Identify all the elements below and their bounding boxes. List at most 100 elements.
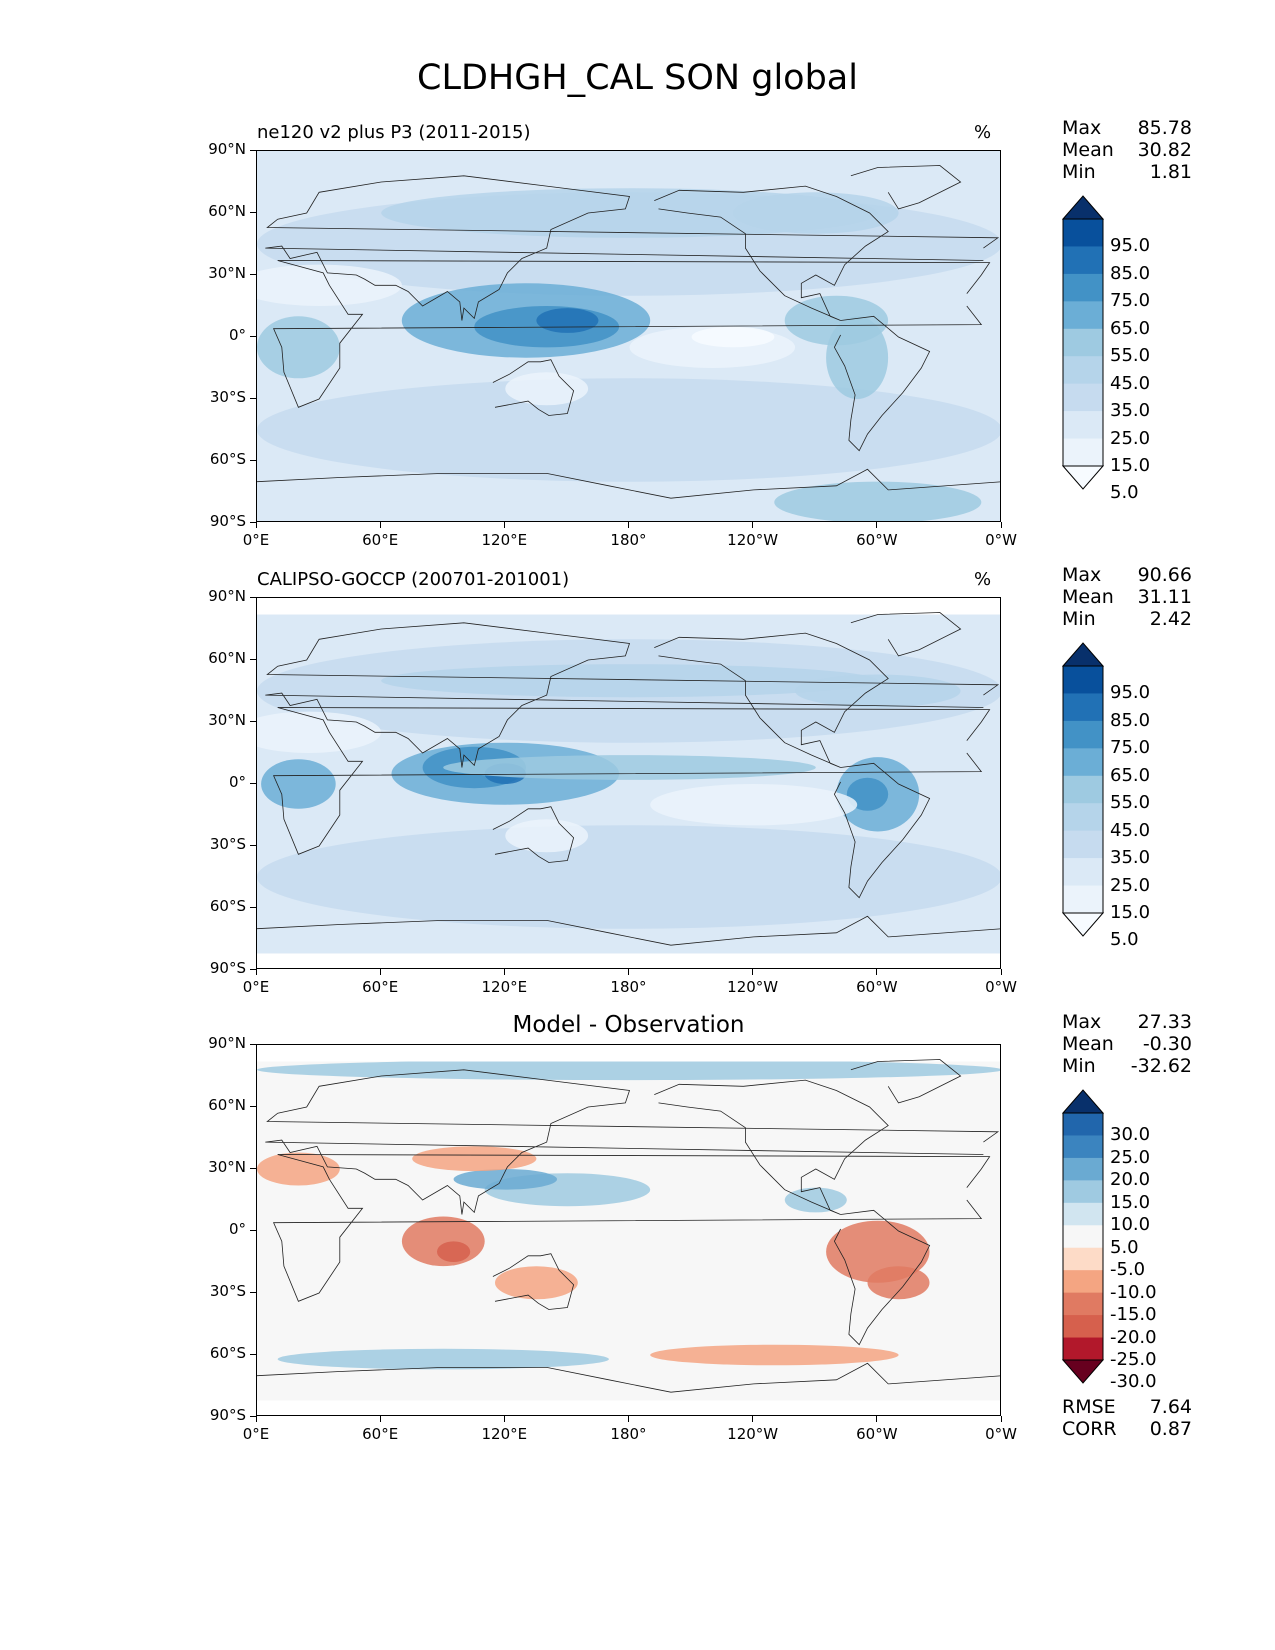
y-tick xyxy=(250,459,256,461)
x-tick-label: 120°W xyxy=(727,1425,779,1443)
coastline-antarctic xyxy=(257,468,1000,499)
colorbar-label: 30.0 xyxy=(1110,1124,1151,1146)
x-tick xyxy=(503,969,505,975)
y-tick-label: 90°S xyxy=(209,512,246,530)
colorbar-swatch xyxy=(1063,1202,1103,1226)
colorbar-swatch xyxy=(1063,1247,1103,1271)
field-contours xyxy=(257,1061,1000,1370)
stat-row: Mean 31.11 xyxy=(1062,586,1192,608)
y-tick-label: 90°N xyxy=(208,587,246,605)
x-tick-label: 120°E xyxy=(481,978,528,996)
colorbar-label: 95.0 xyxy=(1110,235,1151,257)
y-tick-label: 90°S xyxy=(209,1406,246,1424)
colorbar-extend-min xyxy=(1061,912,1105,937)
stat-value: -0.30 xyxy=(1142,1033,1192,1055)
y-tick xyxy=(250,720,256,722)
coastline-africa xyxy=(272,1154,991,1302)
x-tick xyxy=(1000,522,1002,528)
colorbar-label: 75.0 xyxy=(1110,737,1151,759)
colorbar-label: 5.0 xyxy=(1110,929,1139,951)
coastline-eurasia xyxy=(265,622,1000,768)
x-tick-label: 0°E xyxy=(242,978,270,996)
colorbar-swatch xyxy=(1063,411,1103,440)
x-tick xyxy=(628,522,629,528)
colorbar-swatch xyxy=(1063,666,1103,694)
colorbar-label: -20.0 xyxy=(1110,1326,1157,1348)
y-tick-label: 0° xyxy=(228,1220,246,1238)
colorbar-frame xyxy=(1062,218,1104,467)
x-tick-label: 0°W xyxy=(985,1425,1017,1443)
y-tick xyxy=(250,1167,256,1169)
stat-name: Min xyxy=(1062,161,1096,183)
stat-name: Mean xyxy=(1062,1033,1114,1055)
y-tick-label: 30°N xyxy=(208,711,246,729)
y-tick-label: 60°S xyxy=(209,1344,246,1362)
field-blob xyxy=(826,316,889,399)
coastline-australia xyxy=(492,359,575,416)
stat-name: Min xyxy=(1062,1055,1096,1077)
field-blob xyxy=(536,308,599,333)
map-model xyxy=(256,150,1001,522)
x-tick-label: 0°W xyxy=(985,531,1017,549)
y-tick xyxy=(250,149,256,151)
y-tick xyxy=(250,273,256,275)
field-blob xyxy=(257,825,1000,929)
field-blob xyxy=(733,192,899,234)
colorbar-label: -15.0 xyxy=(1110,1304,1157,1326)
y-tick-label: 60°N xyxy=(208,649,246,667)
coastline-eurasia xyxy=(265,1069,1000,1215)
colorbar-svg xyxy=(1061,195,1105,490)
colorbar-swatch xyxy=(1063,1157,1103,1181)
stat-name: Mean xyxy=(1062,139,1114,161)
field-blob xyxy=(412,1146,537,1172)
stat-value: 2.42 xyxy=(1149,608,1192,630)
colorbar-swatch xyxy=(1063,1292,1103,1316)
y-tick xyxy=(250,596,256,598)
y-tick-label: 90°S xyxy=(209,959,246,977)
colorbar xyxy=(1061,1089,1106,1388)
colorbar xyxy=(1061,195,1106,494)
coastline-samerica xyxy=(833,1209,931,1346)
x-tick-label: 120°W xyxy=(727,531,779,549)
coastline-antarctic xyxy=(257,1362,1000,1393)
colorbar-swatch xyxy=(1063,246,1103,275)
stat-row: Max 27.33 xyxy=(1062,1011,1192,1033)
x-tick xyxy=(379,1416,381,1422)
colorbar-svg xyxy=(1061,642,1105,937)
colorbar-swatch xyxy=(1063,748,1103,777)
stat-row: Min 1.81 xyxy=(1062,161,1192,183)
colorbar-swatch xyxy=(1063,356,1103,385)
y-tick-label: 90°N xyxy=(208,140,246,158)
colorbar-swatch xyxy=(1063,1337,1103,1361)
x-tick xyxy=(255,1416,257,1422)
colorbar-swatch xyxy=(1063,438,1103,467)
field-blob xyxy=(381,664,878,698)
metric-row: RMSE 7.64 xyxy=(1062,1396,1192,1418)
x-tick xyxy=(628,969,629,975)
colorbar-label: 25.0 xyxy=(1110,1146,1151,1168)
colorbar-label: 85.0 xyxy=(1110,709,1151,731)
colorbar-label: 55.0 xyxy=(1110,345,1151,367)
coastline-greenland xyxy=(850,612,962,657)
x-tick-label: 60°E xyxy=(362,531,399,549)
y-tick-label: 90°N xyxy=(208,1034,246,1052)
map-obs xyxy=(256,597,1001,969)
colorbar-swatch xyxy=(1063,1270,1103,1294)
field-blob xyxy=(505,819,589,853)
colorbar-label: 10.0 xyxy=(1110,1214,1151,1236)
metric-name: RMSE xyxy=(1062,1396,1116,1418)
stat-value: 30.82 xyxy=(1137,139,1192,161)
colorbar-label: 35.0 xyxy=(1110,400,1151,422)
colorbar-frame xyxy=(1062,1112,1104,1361)
colorbar-extend-max xyxy=(1061,1089,1105,1114)
colorbar-label: 35.0 xyxy=(1110,847,1151,869)
colorbar-extend-min xyxy=(1061,465,1105,490)
x-tick xyxy=(379,522,381,528)
stat-row: Max 90.66 xyxy=(1062,564,1192,586)
y-tick-label: 0° xyxy=(228,773,246,791)
stat-name: Min xyxy=(1062,608,1096,630)
stat-name: Max xyxy=(1062,564,1102,586)
panel-title-left: CALIPSO-GOCCP (200701-201001) xyxy=(257,569,570,590)
field-blob xyxy=(261,759,336,809)
stat-row: Min -32.62 xyxy=(1062,1055,1192,1077)
